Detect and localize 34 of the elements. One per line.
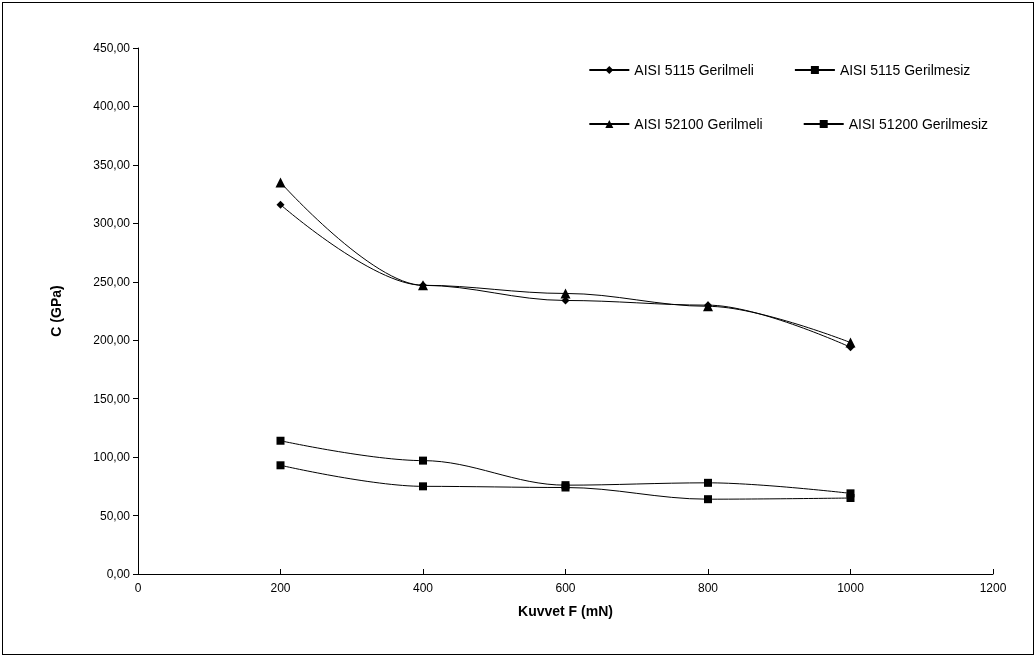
point: [560, 288, 571, 299]
x-tick-label: 0: [134, 581, 142, 595]
point: [276, 200, 285, 209]
x-tick-label: 600: [555, 581, 576, 595]
point: [419, 482, 427, 491]
x-tick-label: 800: [697, 581, 719, 595]
x-axis-title: Kuvvet F (mN): [518, 603, 613, 619]
y-tick-label: 450,00: [93, 41, 131, 55]
y-tick-label: 400,00: [93, 99, 131, 114]
x-tick-label: 1200: [979, 581, 1007, 595]
legend-label: AISI 5115 Gerilmeli: [634, 62, 754, 78]
point: [845, 337, 856, 348]
point: [276, 436, 285, 445]
y-tick-label: 300,00: [93, 216, 131, 231]
y-tick-label: 250,00: [93, 274, 131, 289]
point: [419, 456, 427, 465]
legend-label: AISI 5115 Gerilmesiz: [839, 62, 971, 78]
x-tick-label: 1000: [837, 581, 865, 595]
y-tick-label: 350,00: [93, 157, 131, 172]
point: [276, 461, 285, 470]
point: [846, 494, 855, 503]
legend-label: AISI 52100 Gerilmeli: [634, 116, 763, 132]
y-tick-label: 150,00: [93, 391, 131, 406]
y-axis-title: C (GPa): [48, 285, 64, 337]
point: [704, 478, 712, 487]
y-tick-label: 0,00: [106, 567, 131, 581]
y-tick-label: 50,00: [99, 508, 131, 523]
x-tick-label: 400: [412, 581, 434, 595]
y-tick-label: 200,00: [93, 333, 131, 348]
legend-label: AISI 51200 Gerilmesiz: [848, 116, 989, 132]
point: [704, 495, 712, 504]
y-tick-label: 100,00: [93, 450, 131, 465]
point: [275, 177, 286, 188]
x-tick-label: 200: [270, 581, 291, 595]
